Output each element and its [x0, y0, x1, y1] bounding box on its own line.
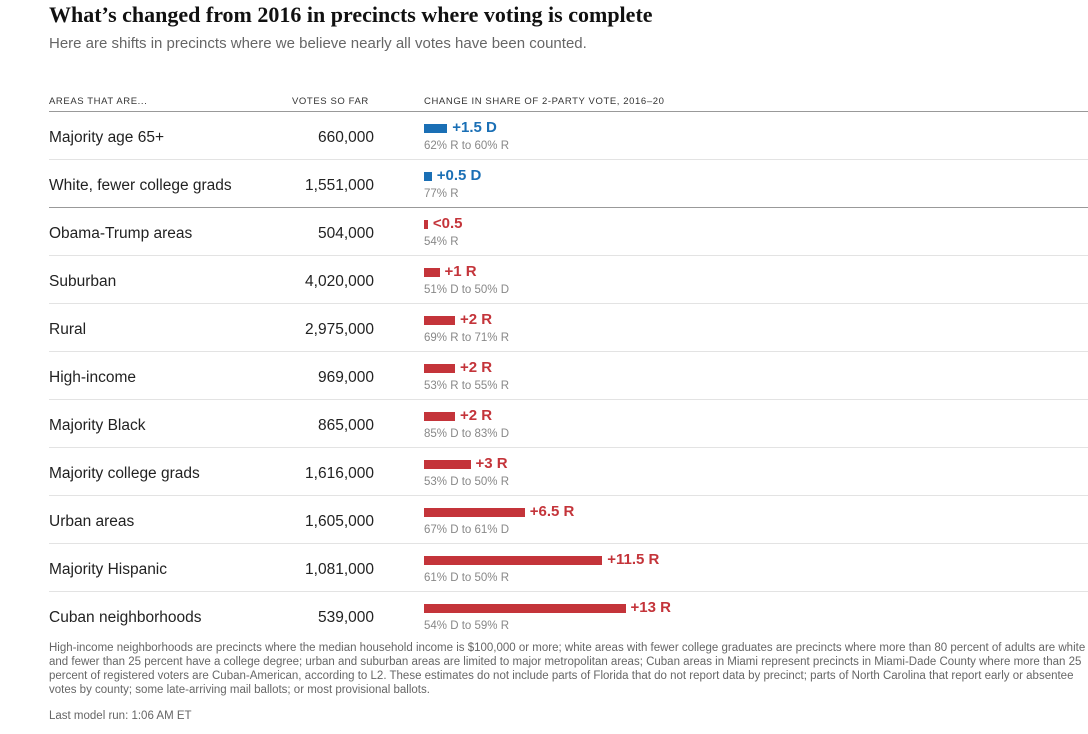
change-label: <0.5	[432, 215, 463, 232]
chart-title: What’s changed from 2016 in precincts wh…	[49, 2, 653, 27]
votes-value: 1,551,000	[305, 177, 374, 194]
change-bar	[424, 460, 471, 469]
area-label: Rural	[49, 321, 87, 338]
share-label: 54% R	[424, 236, 459, 248]
area-label: Majority age 65+	[49, 129, 165, 146]
change-bar	[424, 220, 428, 229]
table-row: Majority college grads 1,616,000 +3 R 53% D…	[49, 447, 1088, 495]
change-label: +13 R	[630, 599, 671, 616]
change-label: +1.5 D	[452, 119, 497, 136]
change-bar	[424, 508, 525, 517]
change-label: +11.5 R	[607, 551, 660, 568]
area-label: Obama-Trump areas	[49, 225, 193, 242]
area-label: Majority Black	[49, 417, 146, 434]
chart-subtitle: Here are shifts in precincts where we be…	[49, 35, 587, 52]
area-label: Urban areas	[49, 513, 135, 530]
change-label: +1 R	[444, 263, 477, 280]
votes-value: 1,605,000	[305, 513, 374, 530]
column-header-votes: VOTES SO FAR	[292, 96, 369, 107]
table-row: Urban areas 1,605,000 +6.5 R 67% D to 61% D	[49, 495, 1088, 543]
table-row: Majority Black 865,000 +2 R 85% D to 83% D	[49, 399, 1088, 447]
votes-value: 865,000	[317, 417, 374, 434]
change-bar	[424, 556, 603, 565]
votes-value: 1,081,000	[305, 561, 374, 578]
column-header-areas: AREAS THAT ARE...	[49, 96, 148, 107]
table-row: High-income 969,000 +2 R 53% R to 55% R	[49, 351, 1088, 399]
table-row: Suburban 4,020,000 +1 R 51% D to 50% D	[49, 255, 1088, 303]
change-bar	[424, 364, 455, 373]
change-bar	[424, 124, 448, 133]
votes-value: 504,000	[317, 225, 374, 242]
share-label: 54% D to 59% R	[424, 620, 510, 632]
change-bar	[424, 268, 440, 277]
share-label: 61% D to 50% R	[424, 572, 510, 584]
share-label: 53% D to 50% R	[424, 476, 510, 488]
share-label: 51% D to 50% D	[424, 284, 510, 296]
share-label: 53% R to 55% R	[424, 380, 510, 392]
votes-value: 660,000	[317, 129, 374, 146]
share-label: 85% D to 83% D	[424, 428, 510, 440]
table-row: Majority Hispanic 1,081,000 +11.5 R 61% D t…	[49, 543, 1088, 591]
change-bar	[424, 604, 626, 613]
area-label: Majority Hispanic	[49, 561, 168, 578]
votes-value: 1,616,000	[305, 465, 374, 482]
chart-rows: Majority age 65+ 660,000 +1.5 D 62% R to 60…	[49, 111, 1088, 639]
table-row: White, fewer college grads 1,551,000 +0.5 …	[49, 159, 1088, 207]
footnote: High-income neighborhoods are precincts …	[49, 642, 1086, 696]
change-label: +2 R	[460, 407, 493, 424]
share-label: 67% D to 61% D	[424, 524, 510, 536]
share-label: 77% R	[424, 188, 459, 200]
table-row: Rural 2,975,000 +2 R 69% R to 71% R	[49, 303, 1088, 351]
change-label: +2 R	[460, 311, 493, 328]
area-label: Suburban	[49, 273, 117, 290]
change-label: +0.5 D	[436, 167, 482, 184]
change-label: +2 R	[460, 359, 493, 376]
votes-value: 4,020,000	[305, 273, 374, 290]
share-label: 69% R to 71% R	[424, 332, 510, 344]
change-label: +3 R	[475, 455, 508, 472]
votes-value: 2,975,000	[305, 321, 374, 338]
area-label: Cuban neighborhoods	[49, 609, 202, 626]
change-bar	[424, 316, 455, 325]
last-model-run: Last model run: 1:06 AM ET	[49, 710, 192, 722]
change-label: +6.5 R	[529, 503, 575, 520]
change-bar	[424, 172, 432, 181]
table-row: Cuban neighborhoods 539,000 +13 R 54% D to …	[49, 591, 1088, 639]
change-bar	[424, 412, 455, 421]
votes-value: 969,000	[317, 369, 374, 386]
area-label: White, fewer college grads	[49, 177, 232, 194]
column-header-change: CHANGE IN SHARE OF 2-PARTY VOTE, 2016–20	[424, 96, 665, 107]
share-label: 62% R to 60% R	[424, 140, 510, 152]
votes-value: 539,000	[317, 609, 374, 626]
table-row: Obama-Trump areas 504,000 <0.5 54% R	[49, 207, 1088, 255]
area-label: High-income	[49, 369, 137, 386]
area-label: Majority college grads	[49, 465, 200, 482]
table-row: Majority age 65+ 660,000 +1.5 D 62% R to 60…	[49, 111, 1088, 159]
